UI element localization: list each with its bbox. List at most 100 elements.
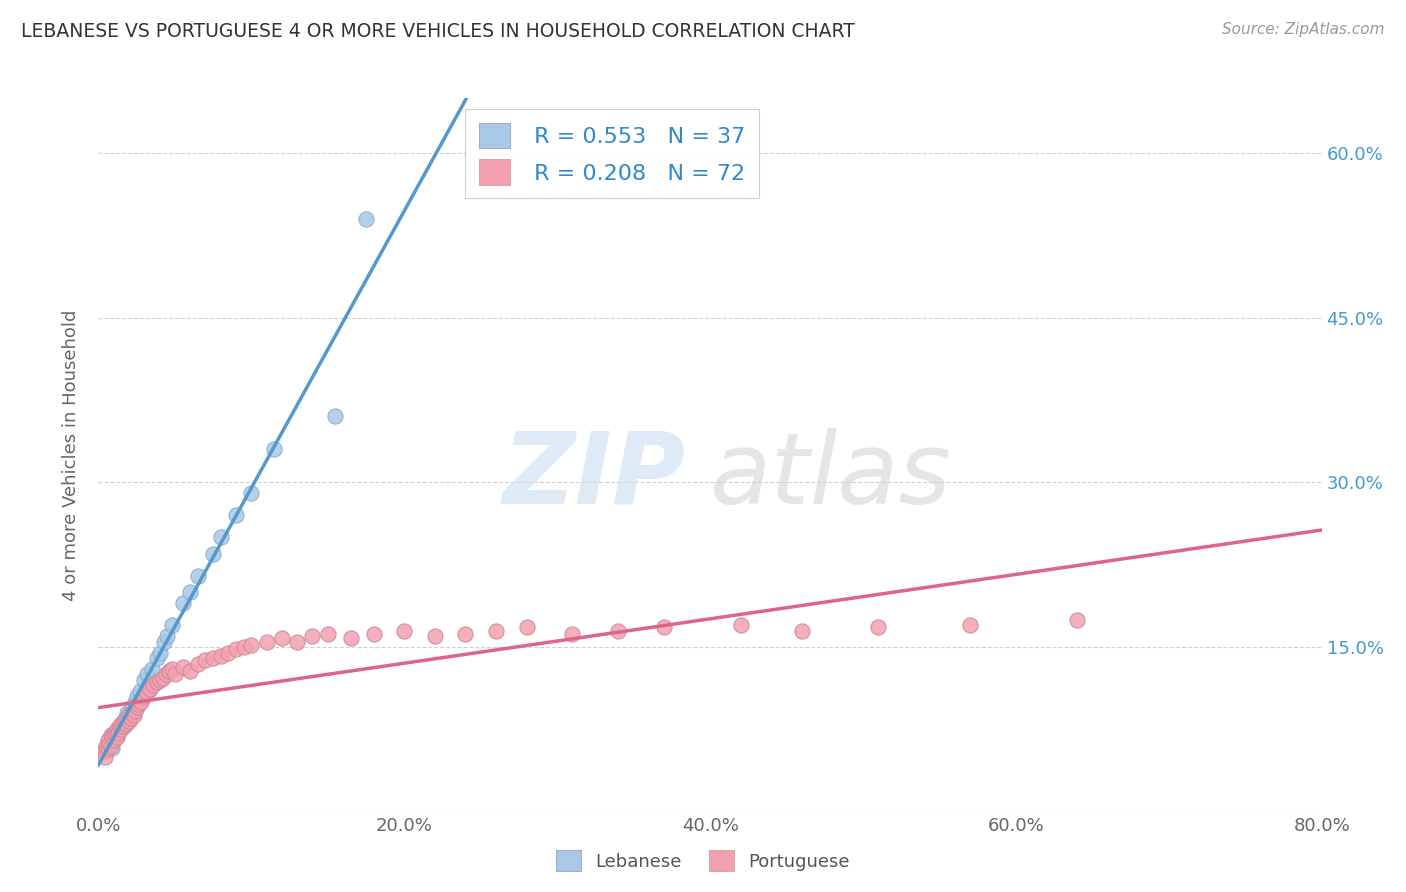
Point	[115, 711, 138, 725]
Point	[136, 686, 159, 700]
Point	[561, 627, 583, 641]
Point	[107, 723, 129, 737]
Legend:  R = 0.553   N = 37,  R = 0.208   N = 72: R = 0.553 N = 37, R = 0.208 N = 72	[465, 109, 759, 198]
Point	[202, 651, 225, 665]
Point	[107, 725, 129, 739]
Point	[118, 714, 141, 728]
Point	[120, 711, 142, 725]
Text: LEBANESE VS PORTUGUESE 4 OR MORE VEHICLES IN HOUSEHOLD CORRELATION CHART: LEBANESE VS PORTUGUESE 4 OR MORE VEHICLE…	[21, 22, 855, 41]
Point	[790, 624, 813, 638]
Point	[97, 741, 120, 756]
Point	[136, 667, 159, 681]
Point	[97, 733, 120, 747]
Point	[172, 660, 194, 674]
Point	[125, 700, 148, 714]
Text: atlas: atlas	[710, 428, 952, 524]
Point	[94, 744, 117, 758]
Point	[454, 627, 477, 641]
Point	[156, 629, 179, 643]
Point	[110, 717, 132, 731]
Point	[134, 673, 156, 687]
Point	[93, 749, 115, 764]
Point	[100, 733, 122, 747]
Point	[354, 211, 377, 226]
Point	[240, 638, 263, 652]
Point	[187, 657, 209, 671]
Text: ZIP: ZIP	[502, 428, 686, 524]
Point	[110, 723, 132, 737]
Point	[124, 704, 146, 718]
Point	[139, 681, 162, 696]
Point	[103, 725, 125, 739]
Point	[485, 624, 508, 638]
Point	[155, 667, 177, 681]
Point	[868, 620, 890, 634]
Y-axis label: 4 or more Vehicles in Household: 4 or more Vehicles in Household	[62, 310, 80, 600]
Point	[110, 717, 132, 731]
Point	[225, 508, 247, 523]
Point	[121, 700, 143, 714]
Point	[1066, 613, 1088, 627]
Point	[516, 620, 538, 634]
Point	[128, 684, 150, 698]
Point	[423, 629, 446, 643]
Point	[115, 717, 138, 731]
Point	[145, 675, 167, 690]
Point	[316, 627, 339, 641]
Point	[142, 678, 165, 692]
Point	[301, 629, 323, 643]
Point	[98, 737, 121, 751]
Point	[607, 624, 630, 638]
Point	[112, 714, 135, 729]
Point	[97, 739, 120, 753]
Point	[153, 634, 176, 648]
Point	[122, 708, 145, 723]
Point	[100, 739, 122, 753]
Point	[134, 690, 156, 704]
Point	[105, 730, 128, 744]
Point	[118, 708, 141, 723]
Point	[325, 409, 347, 424]
Point	[111, 714, 134, 729]
Point	[124, 695, 146, 709]
Point	[202, 547, 225, 561]
Point	[127, 697, 149, 711]
Point	[103, 728, 125, 742]
Point	[256, 634, 278, 648]
Text: Source: ZipAtlas.com: Source: ZipAtlas.com	[1222, 22, 1385, 37]
Point	[103, 733, 125, 747]
Point	[285, 634, 308, 648]
Point	[730, 618, 752, 632]
Point	[105, 723, 128, 737]
Point	[129, 695, 152, 709]
Point	[94, 739, 117, 753]
Point	[118, 708, 141, 723]
Point	[117, 711, 139, 725]
Point	[149, 673, 172, 687]
Point	[959, 618, 981, 632]
Point	[163, 667, 186, 681]
Point	[160, 662, 183, 676]
Point	[339, 632, 361, 646]
Point	[112, 719, 135, 733]
Point	[105, 725, 128, 739]
Point	[172, 596, 194, 610]
Point	[108, 719, 131, 733]
Point	[157, 664, 180, 678]
Point	[194, 653, 217, 667]
Point	[179, 585, 201, 599]
Point	[101, 741, 124, 756]
Point	[209, 648, 232, 663]
Point	[104, 730, 127, 744]
Point	[187, 568, 209, 582]
Point	[101, 730, 124, 744]
Point	[141, 662, 163, 676]
Point	[125, 690, 148, 704]
Point	[160, 618, 183, 632]
Point	[145, 651, 167, 665]
Point	[98, 737, 121, 751]
Legend: Lebanese, Portuguese: Lebanese, Portuguese	[548, 843, 858, 879]
Point	[179, 664, 201, 678]
Point	[240, 486, 263, 500]
Point	[652, 620, 675, 634]
